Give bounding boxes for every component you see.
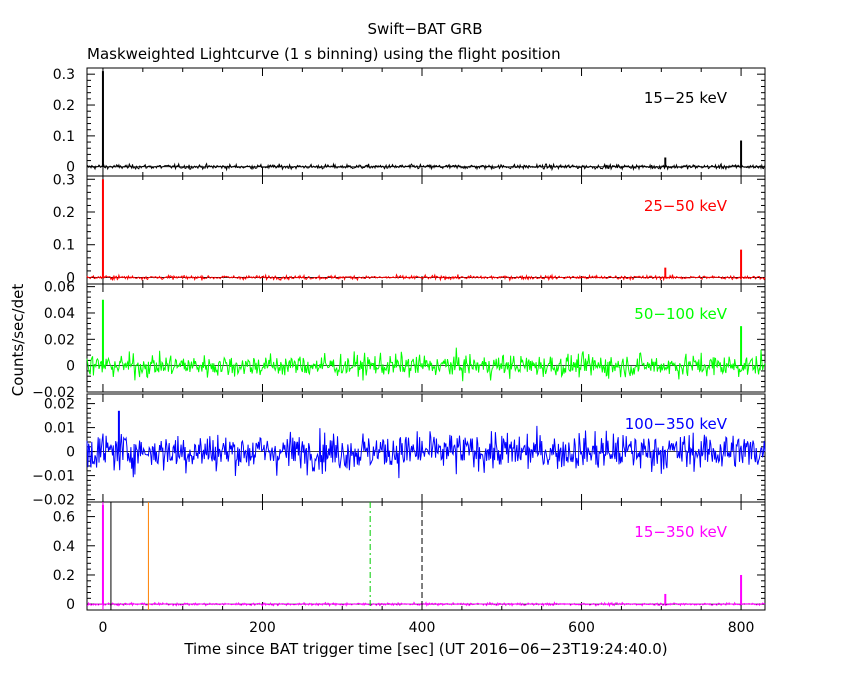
band-label: 15−25 keV — [644, 89, 728, 107]
y-tick-label: −0.02 — [32, 493, 75, 509]
x-tick-label: 400 — [409, 620, 436, 636]
x-tick-label: 800 — [728, 620, 755, 636]
series-line — [86, 273, 766, 282]
y-tick-label: 0.3 — [53, 67, 75, 83]
y-tick-label: 0.04 — [44, 306, 75, 322]
y-tick-label: 0.1 — [53, 129, 75, 145]
y-tick-label: 0.01 — [44, 421, 75, 437]
y-tick-label: 0.02 — [44, 332, 75, 348]
y-tick-label: 0 — [66, 160, 75, 176]
x-tick-label: 200 — [249, 620, 276, 636]
panel-frame — [86, 175, 766, 285]
y-tick-label: 0 — [66, 359, 75, 375]
chart-title: Swift−BAT GRB — [367, 20, 483, 38]
band-label: 50−100 keV — [634, 305, 727, 323]
y-tick-label: 0 — [66, 270, 75, 286]
panel-frame — [86, 67, 766, 177]
y-tick-label: 0.1 — [53, 238, 75, 254]
series-line — [86, 162, 766, 172]
series-line — [86, 425, 766, 479]
x-tick-label: 0 — [98, 620, 107, 636]
series-line — [86, 347, 766, 382]
chart-subtitle: Maskweighted Lightcurve (1 s binning) us… — [87, 45, 561, 63]
x-axis-label: Time since BAT trigger time [sec] (UT 20… — [184, 640, 668, 658]
y-tick-label: 0.4 — [53, 539, 75, 555]
band-label: 100−350 keV — [625, 415, 728, 433]
y-tick-label: 0.2 — [53, 568, 75, 584]
y-tick-label: 0.3 — [53, 172, 75, 188]
y-tick-label: 0.2 — [53, 98, 75, 114]
x-tick-label: 600 — [568, 620, 595, 636]
y-tick-label: 0.06 — [44, 280, 75, 296]
y-tick-label: 0 — [66, 445, 75, 461]
y-tick-label: 0.2 — [53, 205, 75, 221]
panel-frame — [86, 501, 766, 611]
y-tick-label: 0.02 — [44, 397, 75, 413]
y-axis-label: Counts/sec/det — [9, 283, 27, 397]
series-line — [86, 601, 766, 608]
y-tick-label: −0.02 — [32, 385, 75, 401]
y-tick-label: 0.6 — [53, 510, 75, 526]
band-label: 25−50 keV — [644, 197, 728, 215]
band-label: 15−350 keV — [634, 523, 727, 541]
panel-frame — [86, 283, 766, 393]
y-tick-label: 0 — [66, 597, 75, 613]
y-tick-label: −0.01 — [32, 469, 75, 485]
